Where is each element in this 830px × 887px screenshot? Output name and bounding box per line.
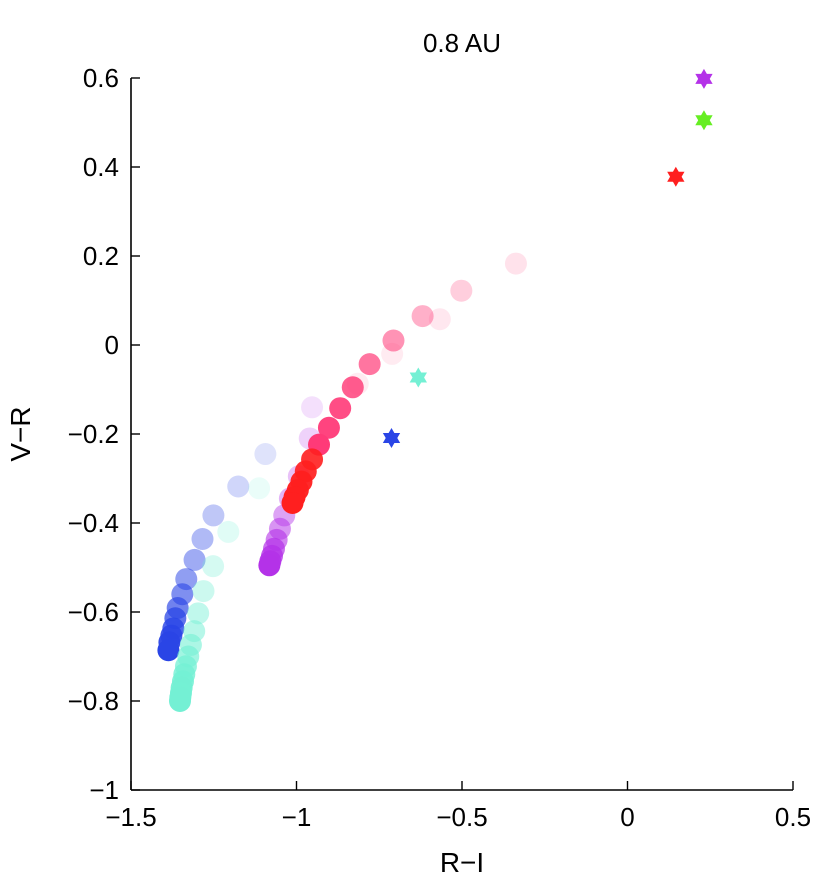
star-marker (382, 428, 401, 448)
y-tick-label: −0.6 (68, 597, 119, 627)
star-marker (667, 166, 685, 187)
data-point (187, 602, 210, 625)
data-point (157, 639, 180, 662)
y-tick-label: −0.8 (68, 686, 119, 716)
y-axis-title: V−R (5, 406, 36, 461)
star-marker (409, 367, 427, 388)
data-point (258, 554, 281, 577)
x-tick-label: −0.5 (436, 802, 487, 832)
x-axis-title: R−I (440, 847, 484, 878)
y-tick-label: −1 (89, 775, 119, 805)
data-point (382, 329, 405, 352)
data-point (248, 477, 271, 500)
y-tick-label: 0 (105, 330, 119, 360)
data-point (411, 305, 434, 328)
data-marks (157, 68, 713, 712)
data-point (227, 475, 250, 498)
data-point (202, 504, 225, 527)
data-point (346, 372, 369, 395)
y-axis-ticks: −1 −0.8 −0.6 −0.4 −0.2 0 0.2 0.4 0.6 (68, 63, 140, 805)
data-point (281, 491, 304, 514)
data-point (192, 580, 215, 603)
data-point (428, 308, 451, 331)
data-point (381, 342, 404, 365)
data-point (504, 252, 527, 275)
y-tick-label: −0.4 (68, 508, 119, 538)
data-point (450, 279, 473, 302)
data-point (329, 397, 352, 420)
x-tick-label: 0.5 (775, 802, 811, 832)
data-point (301, 396, 324, 419)
y-tick-label: 0.4 (83, 152, 119, 182)
star-marker (695, 68, 713, 89)
data-point (358, 353, 381, 376)
data-point (254, 443, 277, 466)
x-tick-label: −1.5 (105, 802, 156, 832)
data-point (217, 520, 240, 543)
data-point (183, 548, 206, 571)
y-tick-label: −0.2 (68, 419, 119, 449)
star-marker (695, 110, 713, 131)
y-tick-label: 0.2 (83, 241, 119, 271)
x-tick-label: −1 (282, 802, 312, 832)
x-axis-ticks: −1.5 −1 −0.5 0 0.5 (105, 781, 811, 832)
data-point (191, 528, 214, 551)
data-point (317, 416, 340, 439)
data-point (168, 690, 191, 712)
y-tick-label: 0.6 (83, 63, 119, 93)
x-tick-label: 0 (620, 802, 634, 832)
data-point (202, 555, 225, 578)
data-point (341, 376, 364, 399)
chart-title: 0.8 AU (423, 28, 501, 58)
